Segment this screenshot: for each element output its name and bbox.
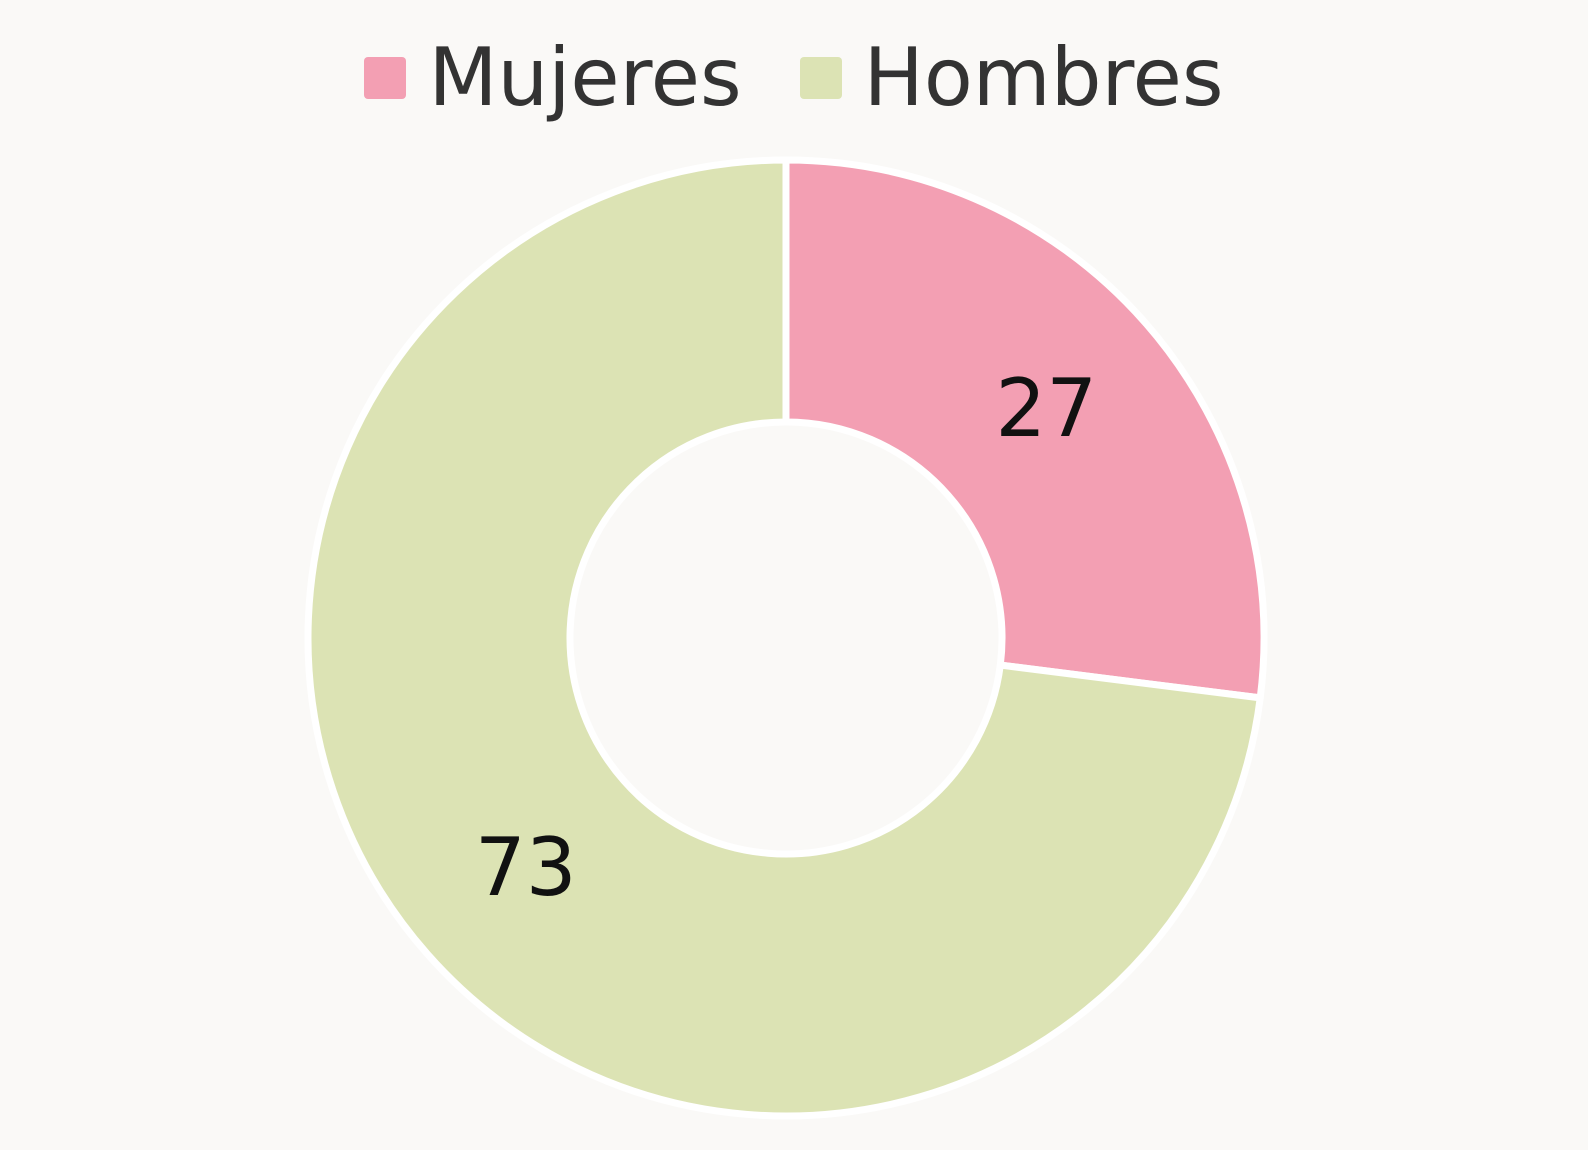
slice-mujeres[interactable] bbox=[782, 156, 1268, 702]
slices-group bbox=[304, 156, 1268, 1120]
slice-label-hombres: 73 bbox=[475, 821, 577, 914]
slice-labels-group: 27 73 bbox=[475, 362, 1097, 914]
chart-legend: Mujeres Hombres bbox=[0, 38, 1588, 118]
slice-hombres[interactable] bbox=[304, 156, 1264, 1120]
legend-item-hombres[interactable]: Hombres bbox=[799, 31, 1224, 124]
legend-label-mujeres: Mujeres bbox=[428, 31, 742, 124]
legend-swatch-mujeres bbox=[364, 57, 407, 99]
legend-label-hombres: Hombres bbox=[863, 31, 1224, 124]
legend-swatch-hombres bbox=[799, 57, 842, 99]
slice-label-mujeres: 27 bbox=[995, 362, 1097, 455]
legend-item-mujeres[interactable]: Mujeres bbox=[364, 31, 742, 124]
